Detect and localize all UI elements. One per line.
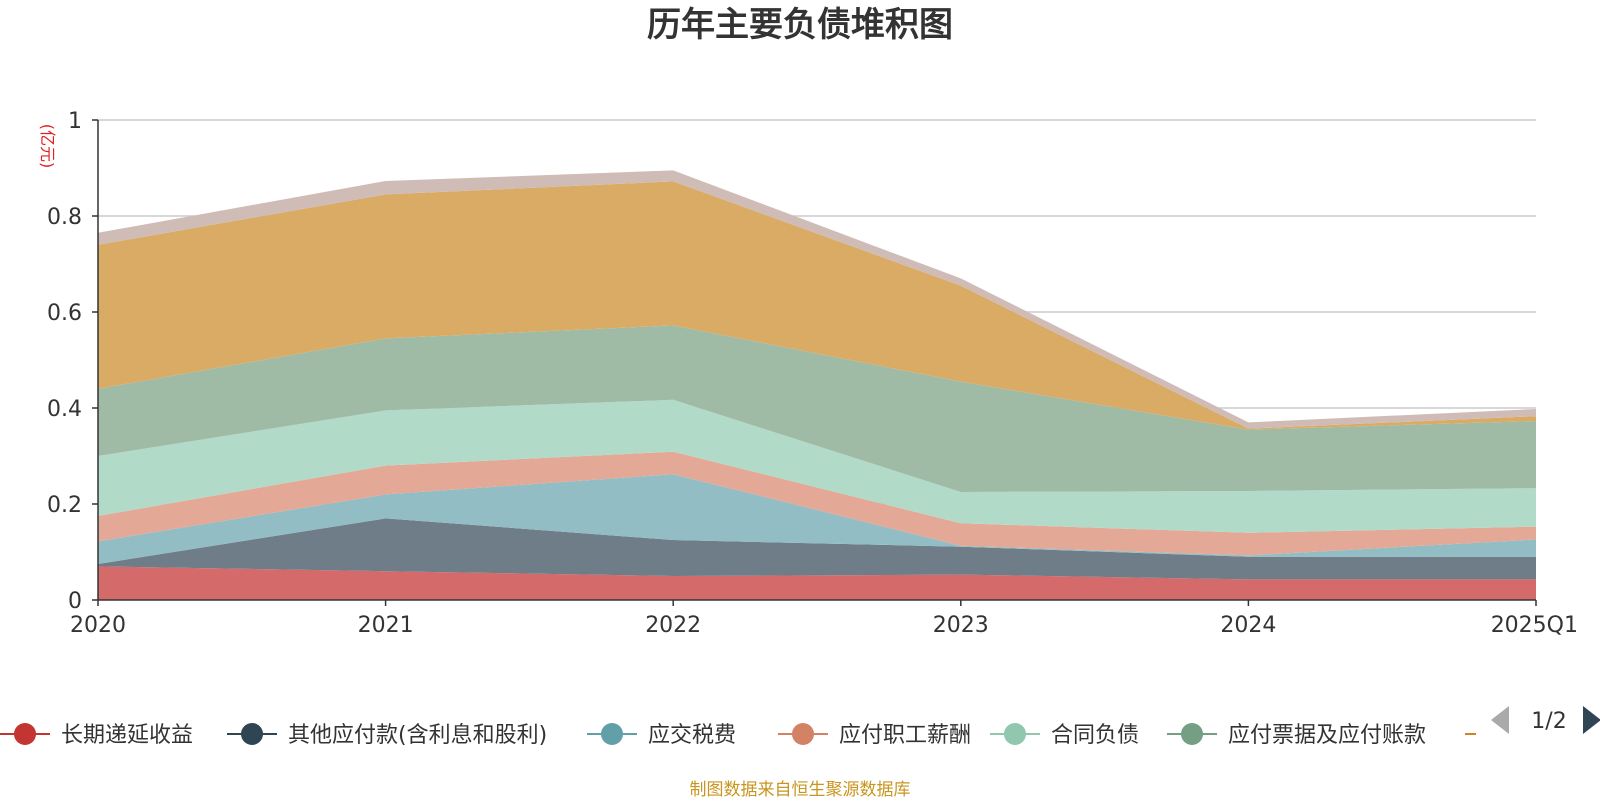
y-tick-label: 0 bbox=[68, 589, 82, 614]
legend-item-6[interactable] bbox=[1465, 723, 1515, 745]
legend-label: 合同负债 bbox=[1051, 723, 1139, 748]
x-tick-label: 2025Q1 bbox=[1491, 613, 1578, 638]
prev-page-icon[interactable] bbox=[1491, 706, 1509, 734]
legend-label: 应付职工薪酬 bbox=[839, 723, 971, 748]
legend-marker-icon bbox=[1479, 723, 1501, 745]
x-tick-label: 2020 bbox=[70, 613, 126, 638]
legend-item-3[interactable]: 应付职工薪酬 bbox=[778, 723, 971, 748]
legend-marker-icon bbox=[601, 723, 623, 745]
legend-pager[interactable]: 1/2 bbox=[1491, 706, 1600, 734]
area-series-3 bbox=[98, 451, 1536, 556]
x-tick-label: 2023 bbox=[933, 613, 989, 638]
y-tick-label: 0.8 bbox=[47, 205, 82, 230]
next-page-icon[interactable] bbox=[1583, 706, 1600, 734]
legend[interactable]: 长期递延收益 其他应付款(含利息和股利) 应交税费 应付职工薪酬 合同负债 应付票据及应付… bbox=[0, 723, 1515, 748]
legend-item-2[interactable]: 应交税费 bbox=[587, 723, 736, 748]
legend-item-0[interactable]: 长期递延收益 bbox=[0, 723, 193, 748]
unit-label: (亿元) bbox=[38, 124, 57, 169]
area-series-6 bbox=[98, 181, 1536, 430]
chart-title: 历年主要负债堆积图 bbox=[647, 5, 953, 45]
legend-label: 其他应付款(含利息和股利) bbox=[288, 723, 547, 748]
y-tick-label: 0.4 bbox=[47, 397, 82, 422]
area-series bbox=[98, 170, 1536, 600]
legend-item-1[interactable]: 其他应付款(含利息和股利) bbox=[227, 723, 547, 748]
area-series-5 bbox=[98, 325, 1536, 492]
legend-item-5[interactable]: 应付票据及应付账款 bbox=[1167, 723, 1426, 748]
area-series-2 bbox=[98, 474, 1536, 564]
legend-item-4[interactable]: 合同负债 bbox=[990, 723, 1139, 748]
area-series-0 bbox=[98, 566, 1536, 600]
x-tick-label: 2021 bbox=[358, 613, 414, 638]
legend-page-indicator: 1/2 bbox=[1531, 709, 1566, 734]
legend-marker-icon bbox=[1004, 723, 1026, 745]
area-series-4 bbox=[98, 399, 1536, 533]
x-tick-label: 2024 bbox=[1220, 613, 1276, 638]
legend-items: 长期递延收益 其他应付款(含利息和股利) 应交税费 应付职工薪酬 合同负债 应付票据及应付… bbox=[0, 723, 1515, 748]
legend-marker-icon bbox=[1181, 723, 1203, 745]
legend-marker-icon bbox=[241, 723, 263, 745]
area-series-1 bbox=[98, 518, 1536, 580]
y-tick-label: 0.2 bbox=[47, 493, 82, 518]
y-tick-label: 1 bbox=[68, 109, 82, 134]
legend-label: 应交税费 bbox=[648, 723, 736, 748]
legend-label: 长期递延收益 bbox=[61, 723, 193, 748]
data-source-footer: 制图数据来自恒生聚源数据库 bbox=[690, 780, 911, 800]
legend-marker-icon bbox=[14, 723, 36, 745]
y-tick-label: 0.6 bbox=[47, 301, 82, 326]
legend-marker-icon bbox=[792, 723, 814, 745]
axes: 0 0.2 0.4 0.6 0.8 1 2020 2021 2022 2023 2024 2025Q1 bbox=[47, 109, 1578, 638]
legend-label: 应付票据及应付账款 bbox=[1228, 723, 1426, 748]
x-tick-label: 2022 bbox=[645, 613, 701, 638]
